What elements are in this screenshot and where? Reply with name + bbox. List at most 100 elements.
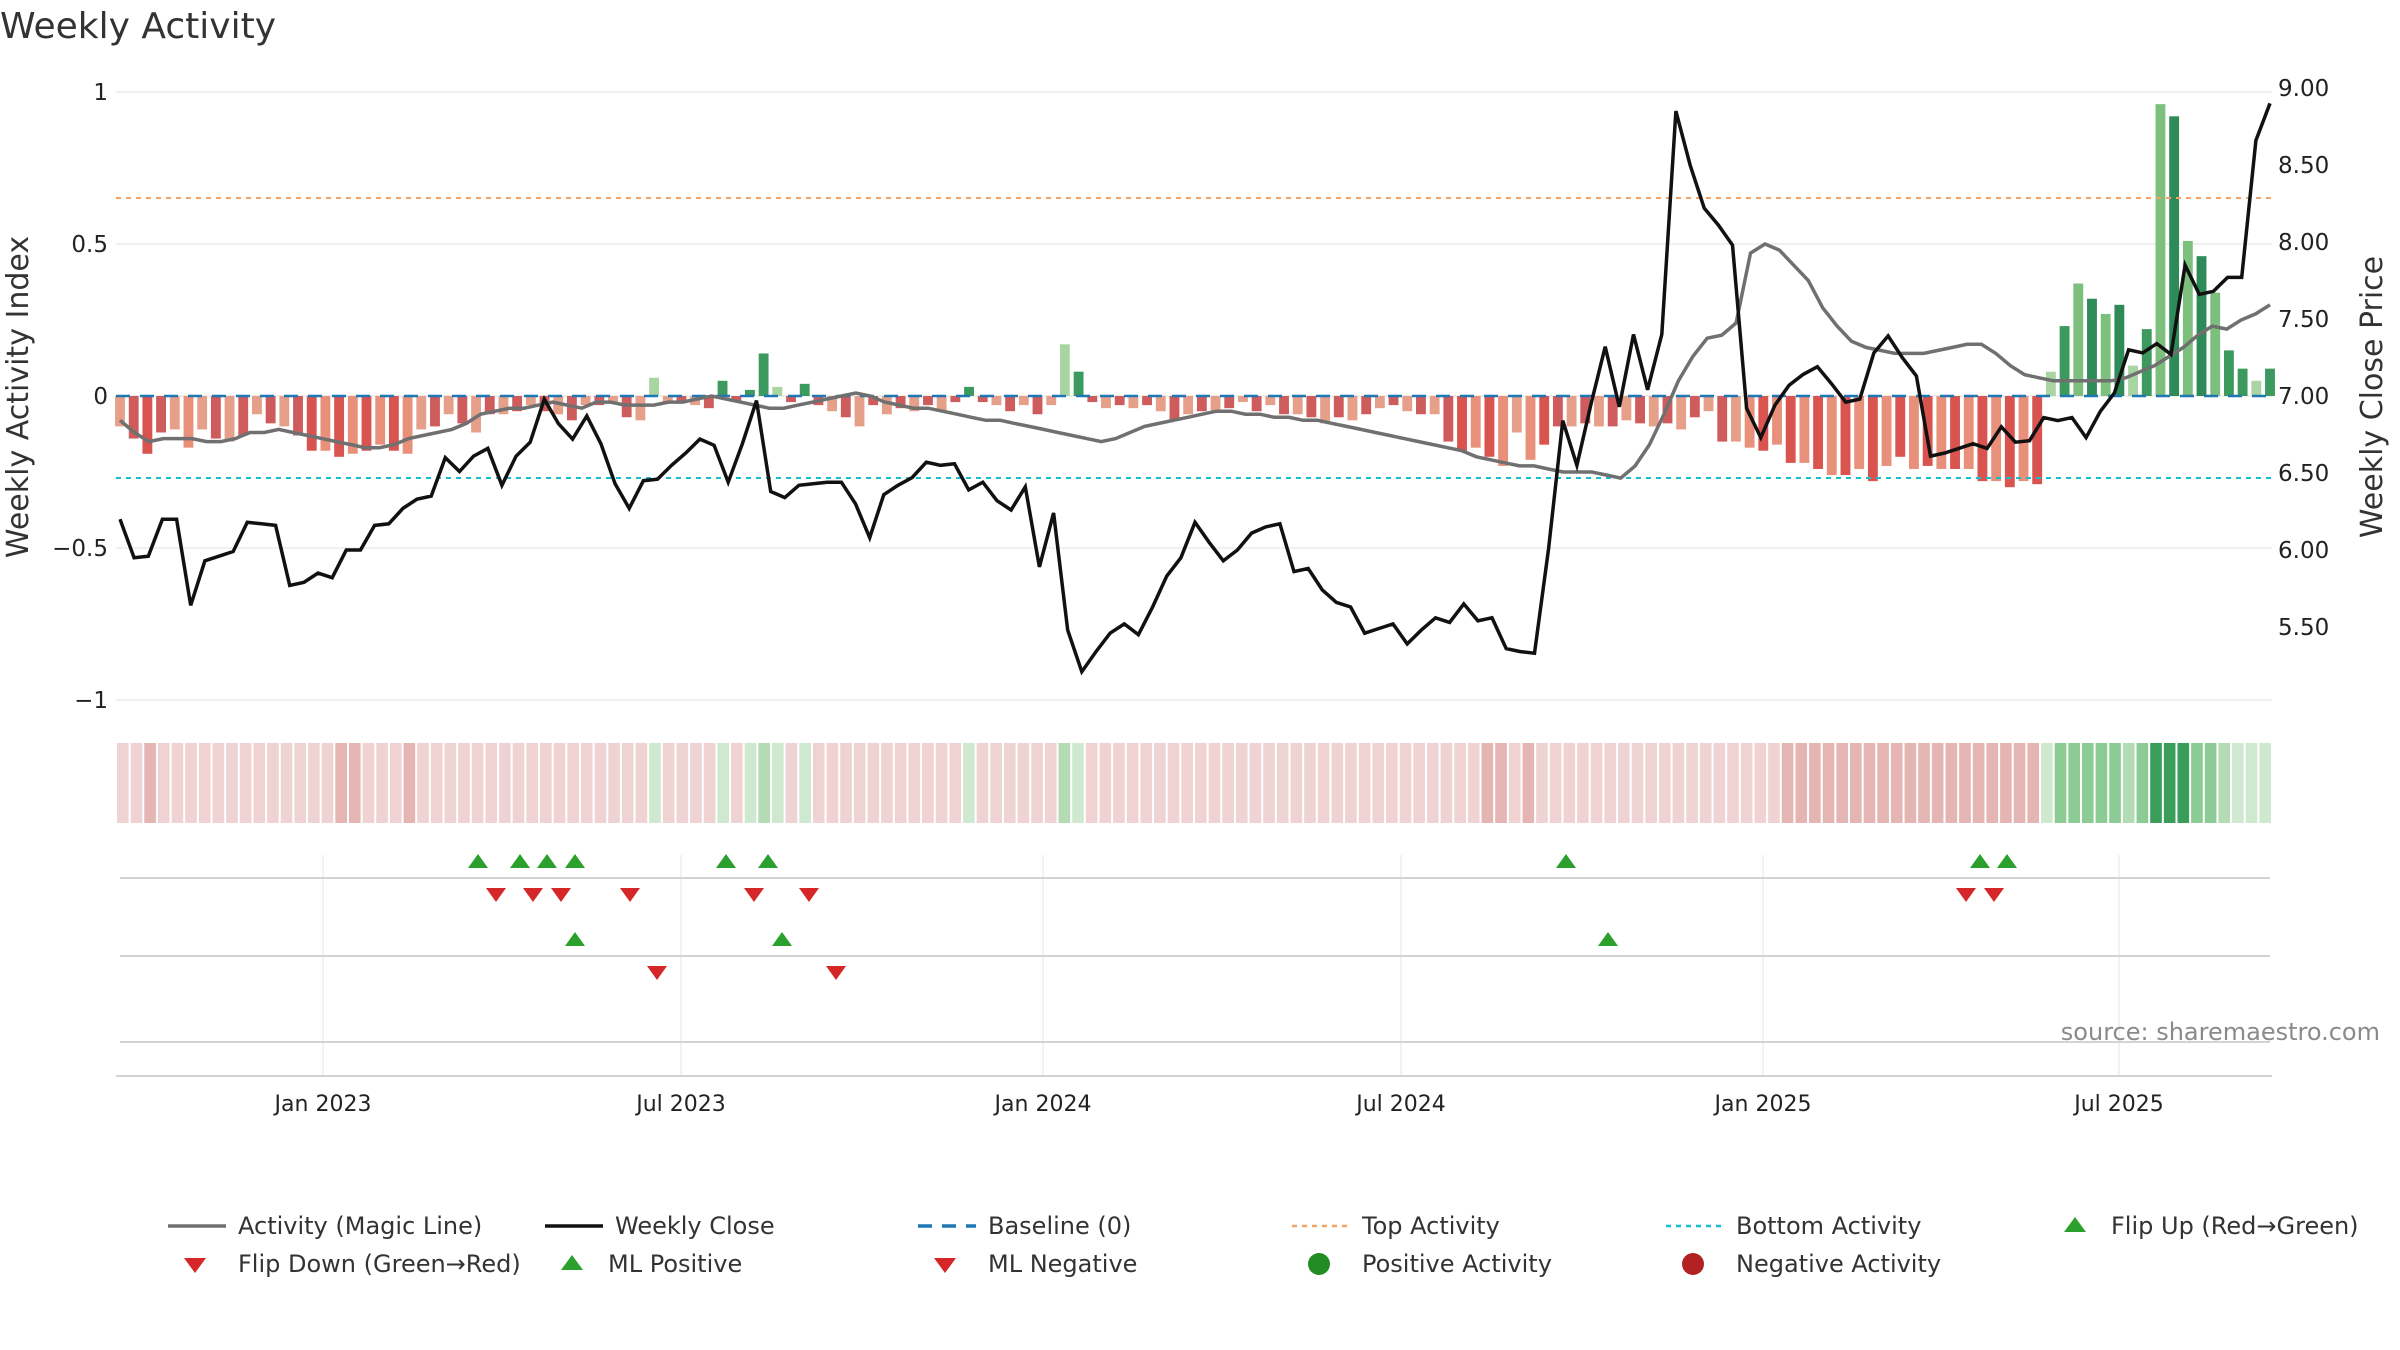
heat-cell: [881, 743, 893, 823]
heat-cell: [280, 743, 293, 823]
heat-cell: [1058, 743, 1071, 823]
flip-up-marker: [510, 854, 530, 868]
activity-bar: [2087, 298, 2097, 396]
activity-bar: [1046, 396, 1057, 406]
ml-negative-marker: [647, 966, 667, 980]
heat-cell: [362, 743, 375, 823]
activity-bar: [799, 383, 810, 396]
heat-cell: [1849, 743, 1862, 823]
y-tick-right: 7.00: [2278, 384, 2329, 410]
activity-bar: [265, 396, 276, 424]
legend-item: Flip Up (Red→Green): [2064, 1212, 2359, 1240]
activity-bar: [1361, 396, 1372, 415]
y-tick-left: −0.5: [52, 536, 108, 562]
activity-bar: [1635, 396, 1645, 424]
flip-up-marker: [1556, 854, 1576, 868]
activity-bar: [2169, 116, 2180, 396]
activity-bar: [1950, 396, 1960, 469]
activity-bar: [224, 396, 235, 442]
activity-bar: [608, 396, 618, 403]
heat-cell: [1481, 743, 1494, 823]
heat-cell: [1508, 743, 1521, 823]
activity-bar: [2155, 104, 2166, 396]
activity-bar: [1005, 396, 1016, 412]
activity-bar: [169, 396, 180, 430]
heat-cell: [553, 743, 566, 823]
activity-bar: [471, 396, 481, 433]
heat-cell: [458, 743, 470, 823]
heat-cell: [239, 743, 252, 823]
activity-bar: [279, 396, 290, 427]
activity-bar: [238, 396, 249, 436]
heat-cell: [171, 743, 184, 823]
activity-bar: [1183, 396, 1194, 415]
heat-cell: [1672, 743, 1685, 823]
activity-bar: [2073, 283, 2084, 396]
heat-cell: [2068, 743, 2080, 823]
heat-cell: [1126, 743, 1139, 823]
heat-cell: [635, 743, 648, 823]
activity-bar: [1333, 396, 1344, 418]
activity-bar: [1018, 396, 1029, 406]
heat-cell: [922, 743, 934, 823]
heat-cell: [1044, 743, 1057, 823]
flip-down-marker: [744, 888, 764, 902]
heat-cell: [2109, 743, 2121, 823]
activity-bar: [1073, 371, 1084, 396]
legend-item: ML Negative: [934, 1250, 1137, 1278]
heat-cell: [1386, 743, 1398, 823]
activity-bar: [1867, 396, 1878, 482]
activity-bar: [306, 396, 317, 451]
legend-label: Flip Down (Green→Red): [238, 1250, 521, 1278]
activity-bar: [1484, 396, 1495, 457]
activity-bar: [128, 396, 139, 439]
activity-bar: [854, 396, 865, 427]
activity-bar: [334, 396, 345, 457]
activity-bar: [512, 396, 523, 412]
heat-cell: [731, 743, 743, 823]
heat-cell: [1863, 743, 1876, 823]
heat-cell: [1017, 743, 1030, 823]
heat-cell: [744, 743, 757, 823]
activity-bar: [1265, 396, 1276, 406]
heat-cell: [485, 743, 498, 823]
heat-cell: [608, 743, 620, 823]
heat-cell: [1222, 743, 1234, 823]
flip-up-marker: [1997, 854, 2017, 868]
chart-title: Weekly Activity: [0, 6, 276, 47]
heat-cell: [1345, 743, 1357, 823]
heat-cell: [853, 743, 866, 823]
heat-cell: [1699, 743, 1712, 823]
legend-swatch: [2064, 1217, 2086, 1232]
heat-cell: [403, 743, 416, 823]
activity-bar: [745, 389, 755, 396]
heat-cell: [826, 743, 839, 823]
heat-cell: [908, 743, 921, 823]
activity-bar: [964, 386, 974, 396]
heat-cell: [376, 743, 388, 823]
heat-cell: [499, 743, 511, 823]
heat-cell: [703, 743, 716, 823]
x-tick-label: Jul 2025: [2072, 1092, 2164, 1117]
activity-bar: [1785, 396, 1796, 463]
activity-bar: [566, 396, 577, 421]
activity-bar: [1689, 396, 1700, 418]
heat-cell: [2000, 743, 2012, 823]
activity-bar: [293, 396, 303, 436]
activity-bar: [717, 380, 728, 396]
heat-cell: [1618, 743, 1630, 823]
heat-cell: [1085, 743, 1098, 823]
heat-cell: [417, 743, 429, 823]
heat-cell: [1918, 743, 1930, 823]
heat-cell: [2245, 743, 2258, 823]
heat-cell: [1208, 743, 1221, 823]
heat-cell: [185, 743, 197, 823]
heat-cell: [662, 743, 675, 823]
flip-up-marker: [716, 854, 736, 868]
activity-bar: [498, 396, 509, 415]
activity-bar: [1580, 396, 1591, 424]
heat-cell: [2232, 743, 2244, 823]
heat-cell: [621, 743, 634, 823]
activity-bar: [2210, 292, 2221, 396]
heat-cell: [2191, 743, 2203, 823]
